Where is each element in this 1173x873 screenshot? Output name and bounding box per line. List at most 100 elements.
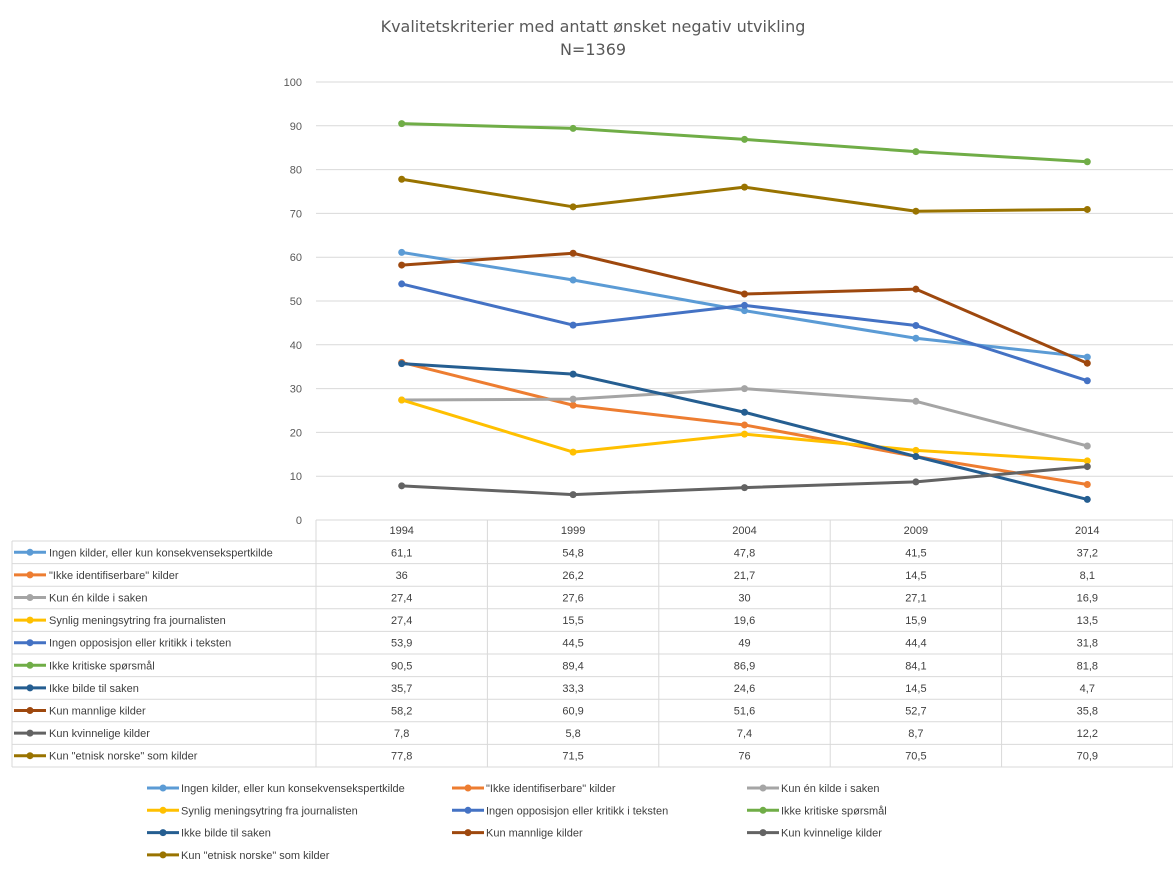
table-cell-value: 60,9 xyxy=(562,706,583,718)
table-cell-value: 89,4 xyxy=(562,660,583,672)
table-cell-value: 14,5 xyxy=(905,683,926,695)
data-point xyxy=(912,285,920,293)
y-tick-label: 30 xyxy=(290,384,302,396)
legend-entry: Kun én kilde i saken xyxy=(781,783,879,795)
table-cell-value: 70,9 xyxy=(1077,751,1098,763)
y-tick-label: 100 xyxy=(284,77,302,89)
data-point xyxy=(398,120,406,128)
chart-title: Kvalitetskriterier med antatt ønsket neg… xyxy=(381,17,806,36)
table-cell-value: 7,4 xyxy=(737,728,752,740)
data-point xyxy=(1083,359,1091,367)
x-tick-label: 2009 xyxy=(904,525,928,537)
data-point xyxy=(912,207,920,215)
data-point xyxy=(741,430,748,438)
table-cell-value: 53,9 xyxy=(391,638,412,650)
legend-key-marker xyxy=(759,829,767,837)
data-point xyxy=(398,360,406,368)
table-cell-value: 70,5 xyxy=(905,751,926,763)
legend-entry: Kun "etnisk norske" som kilder xyxy=(181,850,330,862)
table-cell-value: 24,6 xyxy=(734,683,755,695)
data-table: 1994 1999 2004 2009 2014 Ingen kilder, eller … xyxy=(11,519,1173,768)
series-lines xyxy=(398,120,1091,503)
data-point xyxy=(1083,463,1091,471)
table-cell-value: 81,8 xyxy=(1077,660,1098,672)
table-cell-value: 71,5 xyxy=(562,751,583,763)
table-cell-value: 4,7 xyxy=(1080,683,1095,695)
data-point xyxy=(569,448,577,456)
table-row-label: Synlig meningsytring fra journalisten xyxy=(49,615,226,627)
table-cell-value: 16,9 xyxy=(1077,593,1098,605)
data-point xyxy=(912,334,920,342)
y-tick-label: 10 xyxy=(290,471,302,483)
table-cell-value: 27,6 xyxy=(562,593,583,605)
table-cell-value: 37,2 xyxy=(1077,547,1098,559)
data-point xyxy=(398,175,406,183)
table-cell-value: 30 xyxy=(738,593,750,605)
table-cell-value: 14,5 xyxy=(905,570,926,582)
data-point xyxy=(569,401,577,409)
y-tick-label: 0 xyxy=(296,515,302,527)
table-cell-value: 84,1 xyxy=(905,660,926,672)
data-point xyxy=(398,280,406,288)
data-point xyxy=(569,321,577,329)
data-point xyxy=(741,135,748,143)
legend-key-marker xyxy=(464,806,472,814)
data-point xyxy=(741,301,748,309)
legend: Ingen kilder, eller kun konsekvenseksper… xyxy=(147,783,887,862)
table-cell-value: 86,9 xyxy=(734,660,755,672)
legend-entry: Synlig meningsytring fra journalisten xyxy=(181,805,358,817)
table-cell-value: 13,5 xyxy=(1077,615,1098,627)
legend-key-marker xyxy=(159,806,167,814)
table-row-label: Ikke bilde til saken xyxy=(49,683,139,695)
table-cell-value: 54,8 xyxy=(562,547,583,559)
table-row-label: Kun "etnisk norske" som kilder xyxy=(49,751,198,763)
table-cell-value: 44,5 xyxy=(562,638,583,650)
data-point xyxy=(1083,457,1091,465)
y-tick-label: 70 xyxy=(290,208,302,220)
table-cell-value: 15,5 xyxy=(562,615,583,627)
data-point xyxy=(398,482,406,490)
table-cell-value: 77,8 xyxy=(391,751,412,763)
data-point xyxy=(569,124,577,132)
table-row-key-marker xyxy=(26,661,34,669)
table-cell-value: 8,7 xyxy=(908,728,923,740)
data-point xyxy=(1083,495,1091,503)
x-tick-label: 2004 xyxy=(732,525,756,537)
table-cell-value: 52,7 xyxy=(905,706,926,718)
table-row-key-marker xyxy=(26,752,34,760)
table-cell-value: 36 xyxy=(396,570,408,582)
table-cell-value: 26,2 xyxy=(562,570,583,582)
data-point xyxy=(398,261,406,269)
data-point xyxy=(569,491,577,499)
legend-entry: Kun mannlige kilder xyxy=(486,828,583,840)
data-point xyxy=(741,408,748,416)
table-row-key-marker xyxy=(26,707,34,714)
table-cell-value: 27,4 xyxy=(391,615,412,627)
data-point xyxy=(1083,205,1091,213)
table-cell-value: 33,3 xyxy=(562,683,583,695)
table-cell-value: 8,1 xyxy=(1080,570,1095,582)
data-point xyxy=(741,307,748,315)
gridlines xyxy=(316,81,1173,477)
table-row-label: Ingen opposisjon eller kritikk i teksten xyxy=(49,638,231,650)
x-tick-label: 1994 xyxy=(389,525,413,537)
table-cell-value: 58,2 xyxy=(391,706,412,718)
table-cell-value: 90,5 xyxy=(391,660,412,672)
y-tick-label: 80 xyxy=(290,165,302,177)
table-cell-value: 27,4 xyxy=(391,593,412,605)
legend-key-marker xyxy=(759,806,767,814)
data-point xyxy=(1083,158,1091,166)
y-tick-label: 20 xyxy=(290,427,302,439)
data-point xyxy=(741,290,748,298)
data-point xyxy=(569,276,577,284)
data-point xyxy=(741,183,748,191)
legend-entry: Ingen opposisjon eller kritikk i teksten xyxy=(486,805,668,817)
table-row-key-marker xyxy=(26,571,34,579)
table-cell-value: 61,1 xyxy=(391,547,412,559)
legend-key-marker xyxy=(159,784,167,792)
data-point xyxy=(569,395,577,403)
table-cell-value: 5,8 xyxy=(565,728,580,740)
table-cell-value: 12,2 xyxy=(1077,728,1098,740)
data-point xyxy=(1083,481,1091,489)
data-point xyxy=(569,249,577,257)
